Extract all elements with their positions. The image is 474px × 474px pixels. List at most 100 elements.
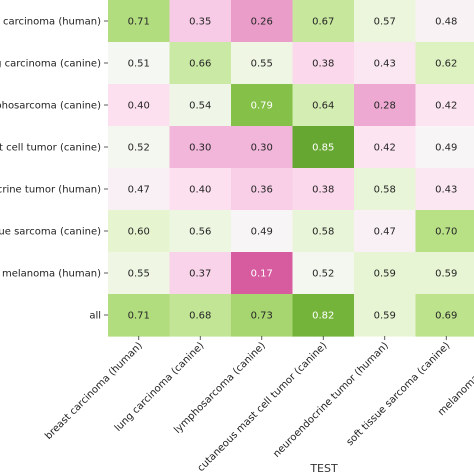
heatmap-cell — [415, 0, 474, 43]
heatmap-cell — [354, 42, 417, 85]
heatmap-cell — [415, 84, 474, 127]
heatmap-cell — [231, 168, 294, 211]
cell-value-label: 0.49 — [435, 143, 457, 154]
cell-value-label: 0.52 — [128, 143, 150, 154]
heatmap-cell — [231, 42, 294, 85]
cell-value-label: 0.59 — [435, 269, 457, 280]
y-tick-label: lung carcinoma (canine) — [0, 59, 101, 70]
x-axis-title: TEST — [309, 462, 338, 474]
cell-value-label: 0.70 — [435, 227, 457, 238]
y-tick-label: melanoma (human) — [2, 269, 101, 280]
cell-value-label: 0.42 — [374, 143, 396, 154]
heatmap-cell — [354, 84, 417, 127]
cell-value-label: 0.52 — [312, 269, 334, 280]
cell-value-label: 0.59 — [374, 269, 396, 280]
heatmap-cell — [231, 294, 294, 337]
cell-value-label: 0.37 — [189, 269, 211, 280]
cell-value-label: 0.55 — [128, 269, 150, 280]
heatmap-cell — [108, 252, 171, 295]
x-tick-label: breast carcinoma (human) — [43, 340, 145, 442]
cell-value-label: 0.82 — [312, 311, 334, 322]
cell-value-label: 0.43 — [374, 59, 396, 70]
heatmap-cell — [169, 294, 232, 337]
heatmap-cell — [108, 84, 171, 127]
heatmap-cell — [292, 210, 355, 253]
cell-value-label: 0.28 — [374, 101, 396, 112]
cell-value-label: 0.40 — [128, 101, 150, 112]
cell-value-label: 0.38 — [312, 59, 334, 70]
cell-value-label: 0.56 — [189, 227, 211, 238]
heatmap-cell — [231, 0, 294, 43]
heatmap-cell — [231, 252, 294, 295]
cell-value-label: 0.17 — [251, 269, 273, 280]
x-tick-label: neuroendocrine tumor (human) — [271, 340, 391, 460]
cell-value-label: 0.62 — [435, 59, 457, 70]
heatmap-cell — [169, 0, 232, 43]
heatmap-cell — [292, 42, 355, 85]
heatmap-cells — [108, 0, 474, 337]
cell-value-label: 0.49 — [251, 227, 273, 238]
heatmap-cell — [169, 252, 232, 295]
y-tick-label: ast cell tumor (canine) — [0, 143, 101, 154]
cell-value-label: 0.43 — [435, 185, 457, 196]
cell-value-label: 0.36 — [251, 185, 273, 196]
heatmap-cell — [354, 252, 417, 295]
cell-value-label: 0.58 — [312, 227, 334, 238]
heatmap-cell — [354, 0, 417, 43]
cell-value-label: 0.59 — [374, 311, 396, 322]
heatmap-cell — [169, 210, 232, 253]
heatmap-cell — [415, 210, 474, 253]
cell-value-label: 0.42 — [435, 101, 457, 112]
heatmap-cell — [169, 126, 232, 169]
cell-value-label: 0.60 — [128, 227, 150, 238]
x-tick-labels: breast carcinoma (human)lung carcinoma (… — [43, 336, 474, 474]
heatmap-cell — [169, 168, 232, 211]
cell-value-label: 0.30 — [251, 143, 273, 154]
heatmap-cell — [354, 210, 417, 253]
x-tick-label: cutaneous mast cell tumor (canine) — [196, 340, 330, 474]
cell-value-label: 0.30 — [189, 143, 211, 154]
cell-value-label: 0.47 — [374, 227, 396, 238]
heatmap-cell — [415, 252, 474, 295]
cell-value-label: 0.73 — [251, 311, 273, 322]
heatmap-cell — [292, 252, 355, 295]
heatmap-cell — [169, 84, 232, 127]
cell-value-label: 0.71 — [128, 17, 150, 28]
y-tick-label: all — [89, 311, 101, 322]
y-tick-label: ymphosarcoma (canine) — [0, 101, 101, 112]
cell-value-label: 0.85 — [312, 143, 334, 154]
cell-value-label: 0.66 — [189, 59, 211, 70]
cell-value-label: 0.68 — [189, 311, 211, 322]
cell-value-label: 0.40 — [189, 185, 211, 196]
x-tick-label: soft tissue sarcoma (canine) — [345, 340, 453, 448]
heatmap-cell — [292, 0, 355, 43]
heatmap-cell — [354, 126, 417, 169]
cell-value-label: 0.55 — [251, 59, 273, 70]
cell-value-label: 0.79 — [251, 101, 273, 112]
y-tick-label: ndocrine tumor (human) — [0, 185, 101, 196]
cell-value-labels: 0.710.350.260.670.570.480.40.510.660.550… — [128, 17, 458, 322]
cell-value-label: 0.51 — [128, 59, 150, 70]
heatmap-cell — [415, 294, 474, 337]
heatmap-cell — [292, 84, 355, 127]
y-tick-label: issue sarcoma (canine) — [0, 227, 101, 238]
cell-value-label: 0.48 — [435, 17, 457, 28]
heatmap-cell — [108, 294, 171, 337]
heatmap-cell — [108, 168, 171, 211]
cell-value-label: 0.71 — [128, 311, 150, 322]
heatmap-cell — [292, 294, 355, 337]
heatmap-cell — [169, 42, 232, 85]
heatmap-cell — [108, 126, 171, 169]
cell-value-label: 0.54 — [189, 101, 211, 112]
cell-value-label: 0.57 — [374, 17, 396, 28]
heatmap-cell — [108, 42, 171, 85]
cell-value-label: 0.35 — [189, 17, 211, 28]
heatmap-cell — [354, 168, 417, 211]
heatmap-cell — [354, 294, 417, 337]
cell-value-label: 0.69 — [435, 311, 457, 322]
cell-value-label: 0.67 — [312, 17, 334, 28]
heatmap-cell — [292, 168, 355, 211]
cell-value-label: 0.64 — [312, 101, 334, 112]
heatmap-cell — [231, 210, 294, 253]
